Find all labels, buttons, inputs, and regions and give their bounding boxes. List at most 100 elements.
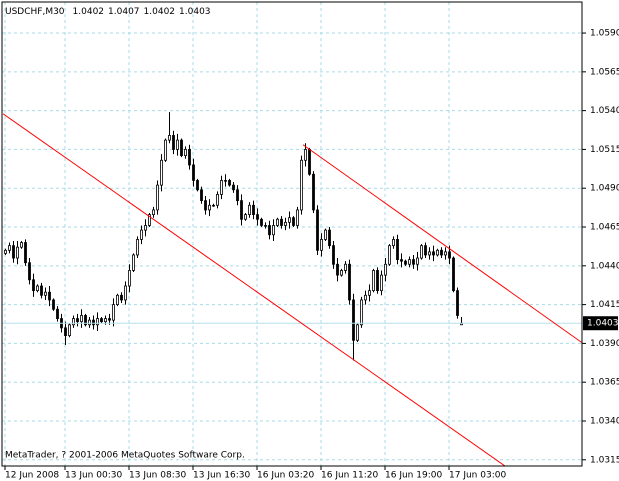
candle-body <box>128 270 131 287</box>
candle-body <box>56 308 59 319</box>
candle-body <box>192 164 195 181</box>
y-tick-label: 1.0590 <box>590 29 619 39</box>
candle-body <box>384 263 387 276</box>
candle-body <box>184 149 187 157</box>
candle-body <box>248 204 251 216</box>
candle-body <box>124 285 127 301</box>
grid <box>2 2 582 466</box>
candle-body <box>372 270 375 292</box>
candle-body <box>8 245 11 251</box>
candle-body <box>252 204 255 216</box>
candle-body <box>348 263 351 301</box>
candle-body <box>164 139 167 161</box>
candle-body <box>284 221 287 226</box>
candle-body <box>108 318 111 321</box>
candle-body <box>200 189 203 202</box>
x-tick-label: 16 Jun 03:20 <box>257 471 314 481</box>
candle-body <box>220 180 223 195</box>
candle-body <box>260 218 263 226</box>
candle-body <box>104 318 107 323</box>
candle-body <box>20 242 23 248</box>
candle-body <box>176 139 179 150</box>
candle-body <box>388 245 391 265</box>
candle-body <box>72 318 75 326</box>
y-tick-label: 1.0540 <box>590 106 619 116</box>
candle-body <box>428 251 431 256</box>
plot-frame <box>1 1 583 467</box>
candle-body <box>76 318 79 323</box>
candle-body <box>392 239 395 247</box>
candle-body <box>380 274 383 292</box>
candle-body <box>364 294 367 301</box>
candle-body <box>88 319 91 326</box>
y-tick-label: 1.0415 <box>590 300 619 310</box>
footer: MetaTrader, ? 2001-2006 MetaQuotes Softw… <box>5 451 245 461</box>
candle-body <box>456 290 459 316</box>
last-close: 1.0403 <box>179 7 211 17</box>
candle-body <box>452 257 455 292</box>
candle-body <box>136 239 139 256</box>
candle-body <box>16 246 19 259</box>
candle-body <box>356 324 359 341</box>
candle-body <box>376 270 379 292</box>
x-tick-label: 16 Jun 19:00 <box>385 471 442 481</box>
candle-body <box>216 194 219 206</box>
x-tick-label: 13 Jun 16:30 <box>193 471 250 481</box>
x-tick-label: 17 Jun 03:00 <box>449 471 506 481</box>
trendline <box>302 144 582 344</box>
candle-body <box>268 225 271 236</box>
candle-body <box>276 218 279 226</box>
candle-body <box>32 279 35 292</box>
candle-body <box>80 315 83 323</box>
candle-body <box>316 209 319 251</box>
candle-body <box>24 242 27 264</box>
x-tick-label: 13 Jun 08:30 <box>129 471 186 481</box>
candle-body <box>412 259 415 265</box>
candle-body <box>448 251 451 259</box>
candle-body <box>92 319 95 326</box>
candle-body <box>28 262 31 281</box>
candle-body <box>172 135 175 150</box>
y-tick-label: 1.0490 <box>590 184 619 194</box>
candle-body <box>244 214 247 220</box>
x-tick-label: 12 Jun 2008 <box>5 471 59 481</box>
candle-body <box>424 245 427 256</box>
candle-body <box>224 180 227 182</box>
candle-body <box>292 217 295 226</box>
candle-body <box>396 239 399 261</box>
candle-body <box>324 229 327 240</box>
candle-body <box>312 173 315 211</box>
candle-body <box>116 294 119 306</box>
candle-body <box>44 291 47 296</box>
candle-body <box>196 180 199 191</box>
candle-body <box>420 245 423 259</box>
candle-body <box>48 291 51 301</box>
candle-body <box>208 204 211 211</box>
candle-body <box>168 135 171 141</box>
candle-body <box>204 200 207 211</box>
candle-body <box>408 259 411 265</box>
plot <box>2 112 582 466</box>
candle-body <box>400 259 403 262</box>
candle-body <box>112 304 115 321</box>
candle-body <box>228 180 231 186</box>
candle-body <box>68 324 71 337</box>
candle-body <box>304 149 307 161</box>
candle-body <box>432 251 435 256</box>
candle-body <box>52 299 55 310</box>
candle-body <box>280 218 283 226</box>
candle-body <box>152 209 155 216</box>
candle-body <box>240 200 243 220</box>
candle-body <box>156 184 159 211</box>
candle-body <box>96 318 99 326</box>
candle-body <box>160 159 163 186</box>
symbol: USDCHF,M30 <box>5 7 65 17</box>
x-tick-label: 13 Jun 00:30 <box>65 471 122 481</box>
candle-body <box>368 290 371 296</box>
candle-body <box>416 257 419 265</box>
price-box <box>583 316 618 331</box>
candle-body <box>120 294 123 301</box>
last-open: 1.0402 <box>73 7 105 17</box>
last-low: 1.0402 <box>144 7 176 17</box>
